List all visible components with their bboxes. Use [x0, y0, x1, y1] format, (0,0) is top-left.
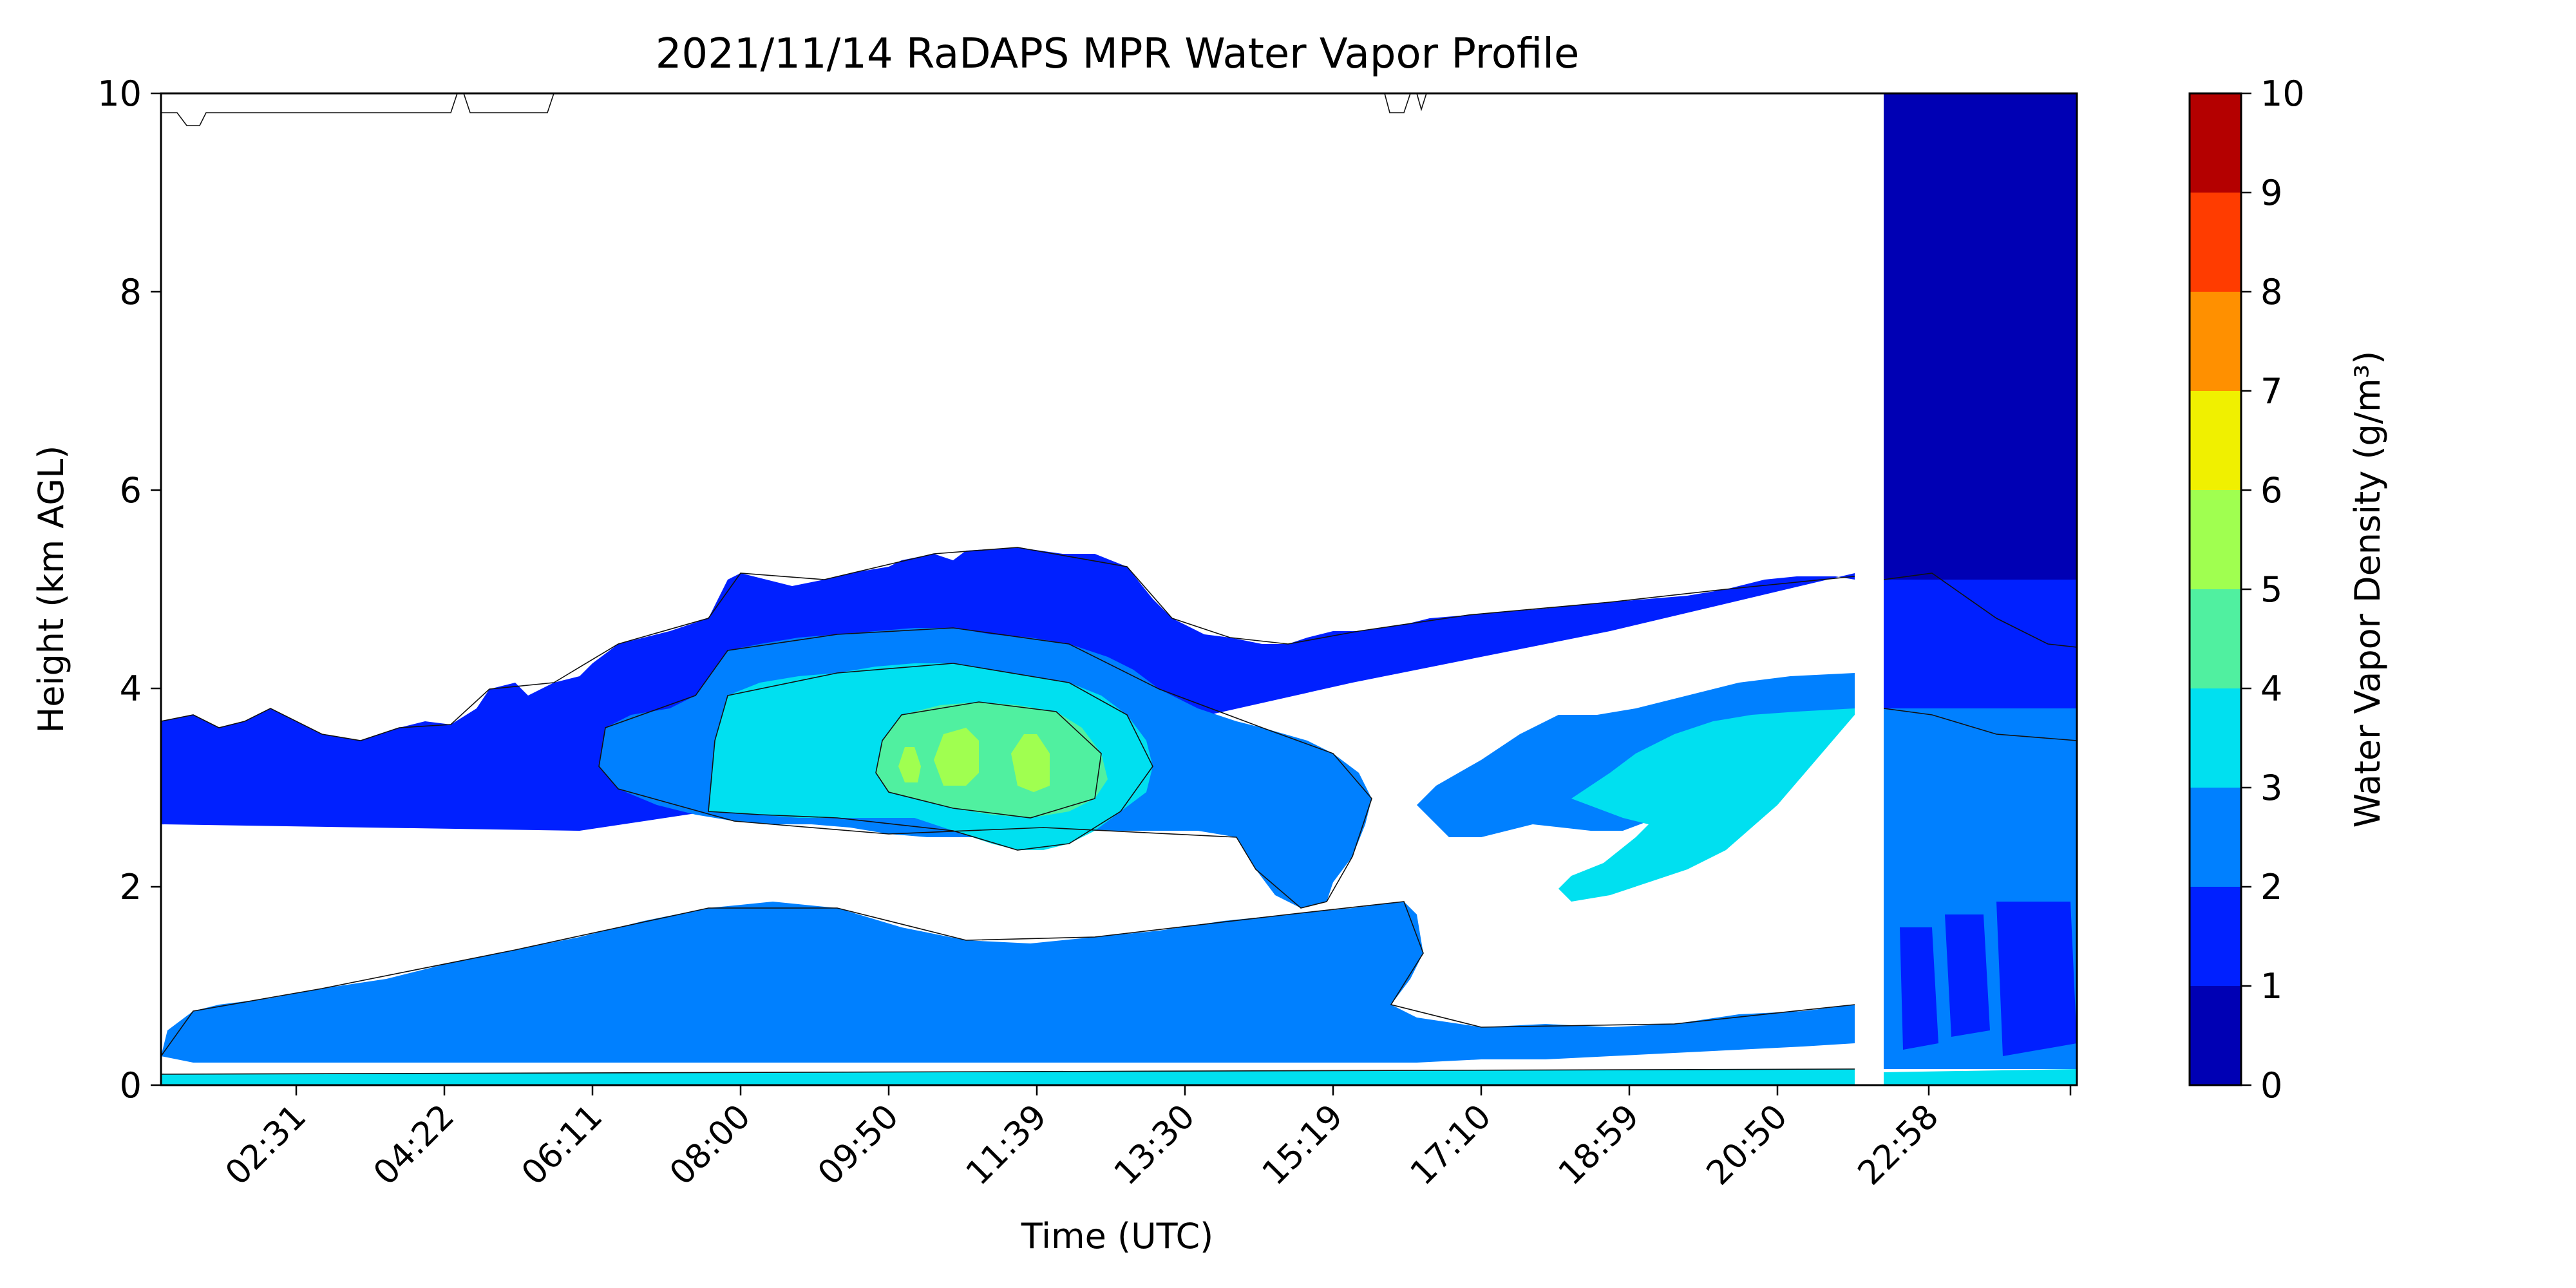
y-tick-label: 8 [120, 272, 142, 312]
colorbar-segment [2190, 887, 2241, 986]
colorbar: 0 1 2 3 4 5 6 7 8 9 10 [2188, 73, 2305, 1106]
colorbar-segment [2190, 986, 2241, 1085]
colorbar-tick-label: 3 [2260, 768, 2282, 808]
colorbar-tick-label: 2 [2260, 867, 2282, 907]
x-tick-label: 08:00 [663, 1097, 758, 1193]
colorbar-segment [2190, 788, 2241, 887]
contour-line-5 [160, 901, 1855, 1057]
x-tick-label: 13:30 [1107, 1097, 1202, 1193]
y-tick-label: 6 [120, 470, 142, 511]
colorbar-tick-label: 9 [2260, 173, 2282, 213]
plot-frame [160, 92, 2078, 1086]
region-5-6-peak-2 [1011, 734, 1050, 792]
y-axis-label: Height (km AGL) [31, 446, 71, 734]
contour-line-8 [1883, 573, 2078, 648]
data-gap-column [1855, 93, 1884, 1085]
x-tick-label: 06:11 [515, 1097, 610, 1193]
region-right-pocket-3 [1996, 902, 2077, 1056]
contour-line-6 [160, 1068, 1855, 1075]
colorbar-segment [2190, 93, 2241, 193]
region-5-6-peak-3 [898, 747, 921, 782]
region-right-pocket-2 [1945, 914, 1990, 1037]
contour-line-7 [160, 93, 1427, 126]
x-tick-label: 15:19 [1255, 1097, 1350, 1193]
colorbar-tick-label: 7 [2260, 371, 2282, 412]
x-axis: 02:31 04:22 06:11 08:00 09:50 11:39 13:30 15:19… [218, 1085, 2072, 1193]
x-tick-label: 11:39 [959, 1097, 1054, 1193]
colorbar-segment [2190, 589, 2241, 688]
x-tick-label: 04:22 [366, 1097, 462, 1193]
colorbar-segment [2190, 193, 2241, 292]
x-tick-label: 22:58 [1851, 1097, 1946, 1193]
colorbar-tick-label: 0 [2260, 1065, 2282, 1106]
region-2-3-lower [161, 902, 1855, 1063]
contour-line-3 [708, 663, 1153, 851]
colorbar-segment [2190, 490, 2241, 589]
colorbar-tick-label: 4 [2260, 668, 2282, 709]
x-tick-label: 02:31 [218, 1097, 314, 1193]
colorbar-tick-label: 8 [2260, 272, 2282, 312]
x-tick-label: 20:50 [1700, 1097, 1795, 1193]
region-right-pocket [1900, 927, 1938, 1050]
contour-line-4 [875, 701, 1102, 819]
colorbar-tick-label: 1 [2260, 966, 2282, 1007]
colorbar-tick-label: 6 [2260, 470, 2282, 511]
contour-line-9 [1883, 708, 2078, 741]
contour-line-2 [598, 627, 1372, 909]
y-axis: 0 2 4 6 8 10 [97, 73, 161, 1106]
x-tick-label: 09:50 [811, 1097, 906, 1193]
y-tick-label: 2 [120, 867, 142, 907]
x-axis-label: Time (UTC) [1021, 1216, 1214, 1256]
colorbar-tick-label: 5 [2260, 569, 2282, 610]
region-4-5-core [876, 702, 1108, 818]
contour-line-1 [160, 547, 1855, 741]
colorbar-segment [2190, 688, 2241, 788]
colorbar-label: Water Vapor Density (g/m³) [2347, 351, 2388, 828]
region-5-6-peak-1 [934, 728, 979, 786]
y-tick-label: 4 [120, 668, 142, 709]
plot-area [160, 93, 2078, 1085]
region-surface-layer-right [1884, 1069, 2077, 1085]
x-tick-label: 18:59 [1551, 1097, 1647, 1193]
region-upper-dry [1884, 93, 2077, 647]
colorbar-segment [2190, 292, 2241, 391]
colorbar-tick-label: 10 [2260, 73, 2305, 114]
chart-title: 2021/11/14 RaDAPS MPR Water Vapor Profil… [656, 30, 1580, 78]
x-tick-label: 17:10 [1403, 1097, 1499, 1193]
region-3-4-right [1558, 708, 1855, 902]
y-tick-label: 0 [120, 1065, 142, 1106]
colorbar-segment [2190, 391, 2241, 490]
y-tick-label: 10 [97, 73, 142, 114]
